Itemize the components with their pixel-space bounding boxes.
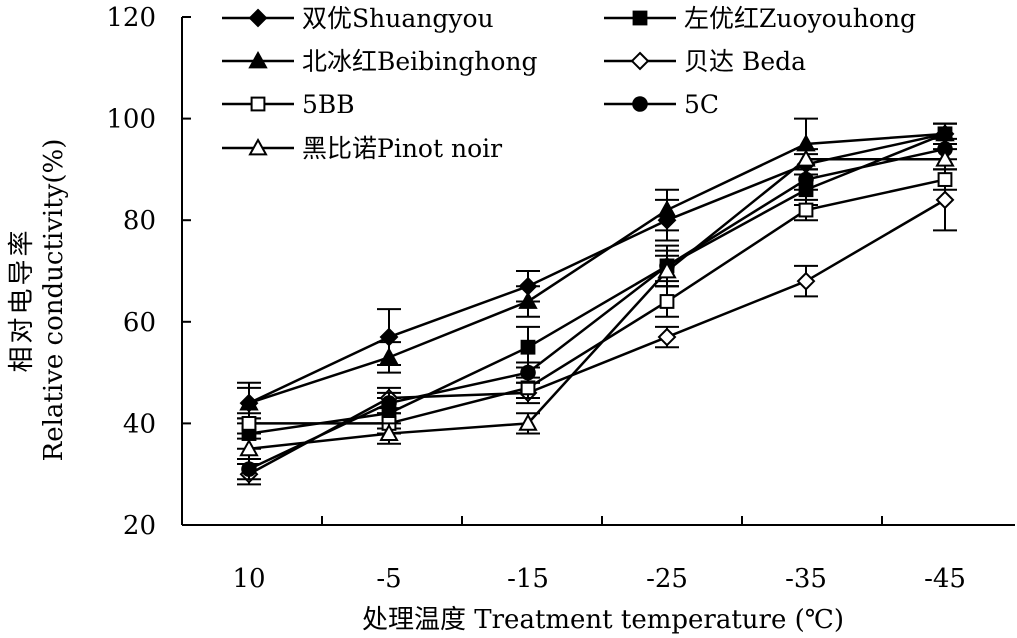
data-point [379, 423, 399, 441]
series-line [248, 157, 945, 451]
series-0 [237, 122, 957, 425]
data-point [796, 271, 816, 291]
x-axis-title: 处理温度 Treatment temperature (℃) [362, 605, 844, 635]
series-line [248, 198, 946, 476]
y-tick-label: 120 [106, 3, 156, 33]
legend-item: 贝达 Beda [604, 47, 806, 76]
legend-marker [632, 10, 648, 26]
series-line [248, 132, 946, 405]
legend-marker [630, 51, 650, 71]
data-point [659, 294, 675, 309]
data-point [239, 393, 259, 411]
series-1 [237, 122, 957, 450]
data-point [935, 190, 955, 210]
x-tick-label: -15 [507, 564, 549, 594]
data-point [520, 339, 536, 355]
x-tick-label: 10 [232, 564, 265, 594]
plot-area [237, 117, 957, 486]
data-point [935, 149, 955, 167]
data-point [798, 171, 814, 188]
series-line [248, 132, 946, 405]
legend-label: 北冰红Beibinghong [302, 47, 538, 76]
x-tick-label: -5 [376, 564, 401, 594]
data-point [381, 395, 397, 411]
data-point [798, 202, 814, 218]
data-point [657, 260, 677, 279]
data-point [379, 347, 399, 365]
axes: 20 40 60 80 100 120 10 -5 -15 -25 -35 -45 [106, 3, 1015, 594]
legend-marker [250, 96, 266, 112]
data-point [518, 413, 538, 431]
y-tick-label: 100 [106, 105, 156, 135]
legend-marker [248, 137, 268, 156]
data-point [937, 172, 953, 187]
legend-label: 黑比诺Pinot noir [302, 134, 502, 163]
legend-item: 5C [604, 90, 719, 119]
y-tick-label: 20 [123, 511, 156, 541]
series-6 [237, 148, 957, 460]
data-point [657, 327, 677, 347]
legend-marker [632, 96, 648, 112]
y-axis-title-en: Relative conductivity(%) [39, 139, 69, 462]
data-point [239, 438, 259, 457]
x-tick-label: -25 [646, 564, 688, 594]
data-point [796, 149, 816, 167]
series-line [248, 147, 946, 471]
legend-marker [248, 8, 268, 28]
series-5 [237, 137, 957, 481]
legend-item: 黑比诺Pinot noir [222, 134, 502, 163]
legend-label: 5BB [302, 90, 355, 119]
legend-item: 左优红Zuoyouhong [604, 4, 916, 33]
series-line [248, 132, 946, 435]
data-point [520, 364, 536, 381]
legend-item: 5BB [222, 90, 355, 119]
series-2 [237, 117, 957, 420]
y-tick-label: 60 [123, 308, 156, 338]
x-tick-label: -35 [785, 564, 827, 594]
legend: 双优Shuangyou 左优红Zuoyouhong 北冰红Beibinghong 贝达… [222, 4, 916, 163]
legend-item: 双优Shuangyou [222, 4, 494, 33]
data-point [241, 416, 257, 431]
legend-label: 双优Shuangyou [302, 4, 494, 33]
x-tick-label: -45 [924, 564, 966, 594]
series-4 [237, 168, 957, 435]
legend-label: 贝达 Beda [684, 47, 806, 76]
y-tick-label: 80 [123, 206, 156, 236]
data-point [657, 199, 677, 218]
legend-label: 左优红Zuoyouhong [684, 4, 916, 33]
y-tick-label: 40 [123, 409, 156, 439]
y-axis-title: 相对电导率 [7, 227, 37, 372]
legend-marker [248, 50, 268, 69]
legend-item: 北冰红Beibinghong [222, 47, 538, 76]
legend-label: 5C [684, 90, 719, 119]
data-point [518, 291, 538, 309]
series-line [249, 178, 946, 425]
data-point [241, 461, 257, 477]
